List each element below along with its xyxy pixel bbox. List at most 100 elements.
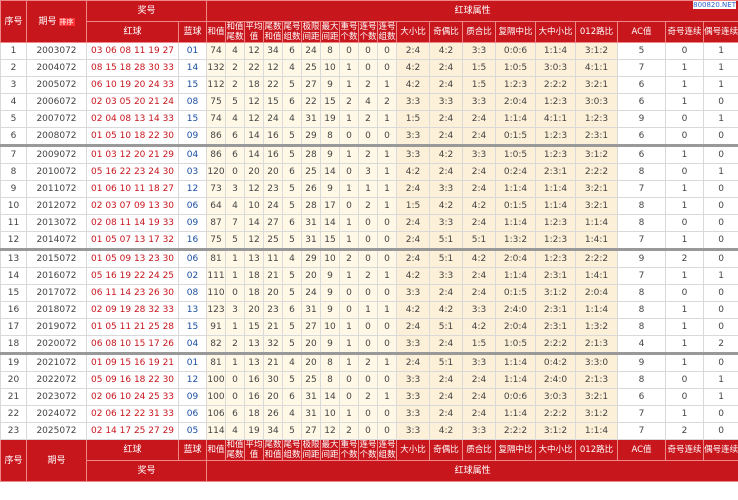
row: 19 2021072 01 09 15 16 19 21 01 81 1 13 21 4 20 8 1… — [0, 353, 738, 372]
attr-cell: 1 — [225, 353, 246, 372]
column-header: 和值 — [206, 439, 227, 461]
attr-cell: 9 — [617, 249, 667, 268]
attr-cell: 16 — [263, 145, 284, 164]
attr-cell: 5:1 — [462, 231, 497, 251]
index-cell: 8 — [0, 163, 27, 181]
attr-cell: 0 — [339, 42, 360, 60]
issue-cell: 2016072 — [26, 267, 87, 285]
attr-cell: 5 — [282, 335, 303, 355]
red-balls: 05 09 16 18 22 30 — [86, 371, 179, 389]
issue-cell: 2010072 — [26, 163, 87, 181]
attr-cell: 3:3 — [396, 405, 431, 423]
red-balls: 05 16 19 22 24 25 — [86, 267, 179, 285]
attr-cell: 2 — [358, 76, 379, 94]
attr-cell: 1 — [703, 42, 738, 60]
column-header: 质合比 — [462, 439, 497, 461]
attr-cell: 1 — [339, 214, 360, 232]
index-cell: 10 — [0, 197, 27, 215]
attr-cell: 2:2:2 — [575, 163, 619, 181]
attr-cell: 0 — [665, 284, 705, 302]
attr-cell: 12 — [244, 42, 265, 60]
attr-cell: 0 — [665, 214, 705, 232]
attr-cell: 1 — [377, 163, 398, 181]
red-balls: 06 10 19 20 24 33 — [86, 76, 179, 94]
column-header: 大中小比 — [535, 439, 577, 461]
attr-cell: 12 — [244, 110, 265, 128]
row: 23 2025072 02 14 17 25 27 29 05 114 4 19 34 5 27 1… — [0, 422, 738, 440]
attr-cell: 8 — [617, 371, 667, 389]
attr-cell: 4 — [282, 249, 303, 268]
attr-cell: 4 — [282, 59, 303, 77]
attr-cell: 5 — [282, 180, 303, 198]
attr-cell: 2 — [339, 249, 360, 268]
red-balls: 02 03 07 09 13 30 — [86, 197, 179, 215]
attr-cell: 6 — [282, 214, 303, 232]
red-balls: 02 04 08 13 14 33 — [86, 110, 179, 128]
attr-cell: 3:3 — [462, 145, 497, 164]
attr-cell: 20 — [244, 301, 265, 319]
attr-cell: 7 — [617, 180, 667, 198]
attr-cell: 1:1:4 — [535, 180, 577, 198]
attr-cell: 3:3 — [396, 335, 431, 355]
attr-cell: 7 — [617, 267, 667, 285]
attr-cell: 14 — [244, 214, 265, 232]
attr-cell: 1 — [703, 110, 738, 128]
attr-cell: 2 — [339, 93, 360, 111]
attr-cell: 22 — [244, 59, 265, 77]
index-cell: 22 — [0, 405, 27, 423]
attr-cell: 25 — [301, 59, 322, 77]
attr-cell: 18 — [244, 405, 265, 423]
attr-cell: 3:1:2 — [535, 284, 577, 302]
attr-cell: 3:2:1 — [575, 388, 619, 406]
attr-cell: 1:5 — [462, 335, 497, 355]
attr-cell: 2:0:4 — [495, 93, 537, 111]
attr-cell: 2:4:0 — [535, 371, 577, 389]
attr-cell: 1 — [339, 318, 360, 336]
row: 9 2011072 01 06 10 11 18 27 12 73 3 12 23 5 26 9 1 1… — [0, 180, 738, 198]
attr-cell: 1 — [377, 267, 398, 285]
red-balls: 01 09 15 16 19 21 — [86, 353, 179, 372]
attr-cell: 16 — [263, 127, 284, 147]
attr-cell: 15 — [244, 318, 265, 336]
attr-cell: 2 — [358, 110, 379, 128]
attr-cell: 1 — [225, 249, 246, 268]
attr-cell: 1:1:4 — [495, 180, 537, 198]
attr-cell: 3:3 — [396, 145, 431, 164]
attr-cell: 1:1:4 — [535, 197, 577, 215]
attr-cell: 3:3 — [396, 127, 431, 147]
attr-cell: 0 — [703, 145, 738, 164]
attr-cell: 8 — [617, 163, 667, 181]
index-cell: 1 — [0, 42, 27, 60]
attr-cell: 1:2:3 — [535, 214, 577, 232]
attr-cell: 22 — [301, 93, 322, 111]
attr-cell: 0 — [225, 284, 246, 302]
index-cell: 2 — [0, 59, 27, 77]
attr-cell: 6 — [617, 388, 667, 406]
attr-cell: 64 — [206, 197, 227, 215]
attr-cell: 2:4 — [462, 388, 497, 406]
attr-cell: 0:1:5 — [495, 284, 537, 302]
issue-cell: 2006072 — [26, 93, 87, 111]
attr-cell: 12 — [244, 93, 265, 111]
attr-cell: 5:1 — [429, 353, 464, 372]
column-header: 奇号连续 — [665, 21, 705, 43]
row: 3 2005072 06 10 19 20 24 33 15 112 2 18 22 5 27 9 1… — [0, 76, 738, 94]
attr-cell: 9 — [320, 180, 341, 198]
blue-ball: 16 — [177, 231, 208, 251]
index-cell: 9 — [0, 180, 27, 198]
attr-cell: 1 — [665, 318, 705, 336]
attr-cell: 22 — [263, 76, 284, 94]
attr-cell: 0 — [703, 93, 738, 111]
attr-cell: 15 — [320, 93, 341, 111]
attr-cell: 27 — [301, 76, 322, 94]
attr-cell: 1:2:3 — [575, 110, 619, 128]
attr-cell: 6 — [617, 127, 667, 147]
attr-cell: 1:1:4 — [495, 214, 537, 232]
red-balls: 06 08 10 15 17 26 — [86, 335, 179, 355]
attr-cell: 24 — [301, 42, 322, 60]
attr-cell: 12 — [244, 180, 265, 198]
row: 14 2016072 05 16 19 22 24 25 02 111 1 18 21 5 20 9… — [0, 267, 738, 285]
index-cell: 16 — [0, 301, 27, 319]
attr-header: 红球属性 — [206, 460, 738, 482]
attr-cell: 3:1:2 — [575, 42, 619, 60]
